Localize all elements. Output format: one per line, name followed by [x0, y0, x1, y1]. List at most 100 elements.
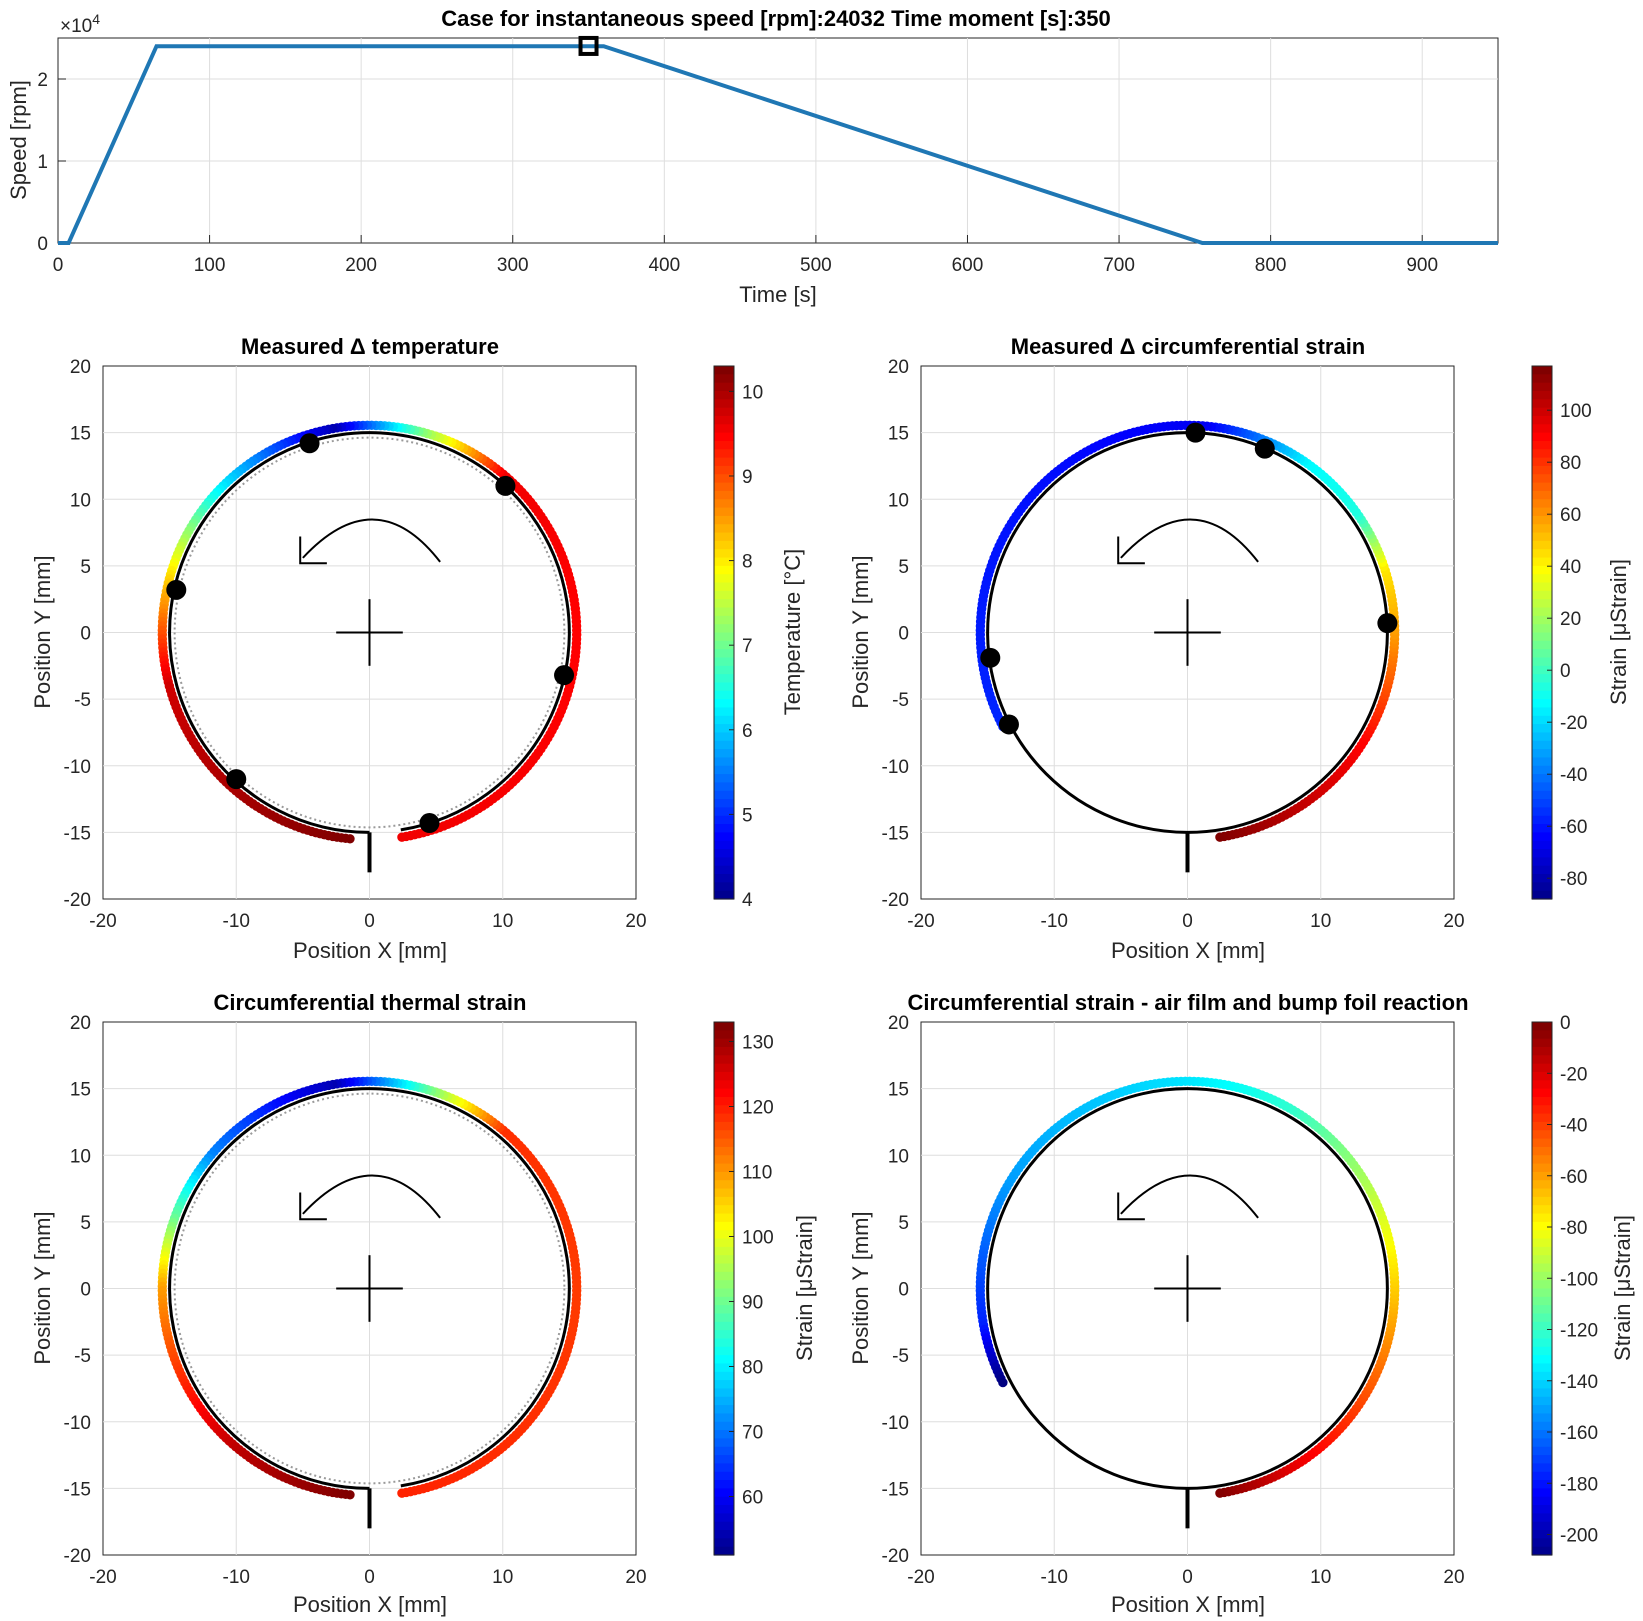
measured-strain-axis-ticks: -20 -10 0 10 20 20 15 10 5 0 -5 -10 -15 -20 [882, 357, 1465, 932]
thermal-strain-colorbar-segment [714, 1205, 734, 1215]
airfilm-strain-colorbar-segment [1532, 1271, 1552, 1281]
thermal-strain-inner-ring [173, 1092, 566, 1485]
measured-strain-colorbar-segment [1532, 432, 1552, 442]
temperature-data-point [345, 834, 355, 844]
thermal-strain-x-axis-label: Position X [mm] [293, 1592, 447, 1617]
thermal-strain-x-tick-label: 0 [364, 1567, 375, 1588]
airfilm-strain-colorbar-tick-label: 0 [1560, 1013, 1571, 1034]
temperature-colorbar-tick-label: 5 [742, 805, 753, 826]
speed-x-tick-label: 400 [648, 255, 680, 276]
thermal-strain-colorbar-segment [714, 1196, 734, 1206]
airfilm-strain-colorbar-segment [1532, 1138, 1552, 1148]
temperature-axis-ticks: -20 -10 0 10 20 20 15 10 5 0 -5 -10 -15 -20 [64, 357, 647, 932]
speed-chart-title: Case for instantaneous speed [rpm]:24032… [441, 6, 1111, 31]
thermal-strain-panel: Circumferential thermal strain -20 -10 0 10… [30, 990, 817, 1617]
measured-strain-colorbar-segment [1532, 790, 1552, 800]
thermal-strain-colorbar-segment [714, 1463, 734, 1473]
thermal-strain-colorbar-segment [714, 1146, 734, 1156]
airfilm-strain-colorbar-segment [1532, 1121, 1552, 1131]
airfilm-strain-colorbar-segment [1532, 1530, 1552, 1539]
airfilm-strain-colorbar-segment [1532, 1171, 1552, 1181]
measured-strain-colorbar-segment [1532, 815, 1552, 825]
measured-strain-colorbar-tick-label: -60 [1560, 817, 1587, 838]
temperature-colorbar-segment [714, 665, 734, 675]
temperature-colorbar-segment [714, 815, 734, 825]
measured-strain-colorbar-segment [1532, 565, 1552, 575]
temperature-colorbar-segment [714, 765, 734, 775]
thermal-strain-colorbar-segment [714, 1338, 734, 1348]
thermal-strain-colorbar-tick-label: 130 [742, 1033, 774, 1054]
temperature-colorbar-segment [714, 657, 734, 667]
temperature-colorbar-segment [714, 549, 734, 559]
temperature-colorbar-segment [714, 565, 734, 575]
speed-y-exponent-power: 4 [92, 11, 100, 27]
airfilm-strain-colorbar-segment [1532, 1321, 1552, 1331]
temperature-colorbar: 10 9 8 7 6 5 4 [713, 365, 763, 911]
temperature-bearing-outline [168, 431, 571, 873]
measured-strain-colorbar-segment [1532, 707, 1552, 717]
airfilm-strain-colorbar-segment [1532, 1105, 1552, 1115]
thermal-strain-colorbar-segment [714, 1421, 734, 1431]
airfilm-strain-y-tick-label: -10 [882, 1413, 909, 1434]
measured-strain-colorbar-segment [1532, 774, 1552, 784]
temperature-colorbar-frame [713, 365, 735, 900]
airfilm-strain-colorbar-segment [1532, 1205, 1552, 1215]
measured-strain-colorbar-segment [1532, 532, 1552, 542]
measured-strain-x-tick-label: 20 [1443, 911, 1464, 932]
measured-strain-sensor-point [980, 647, 1001, 668]
airfilm-strain-colorbar-segment [1532, 1180, 1552, 1190]
thermal-strain-rotation-arrow-arc [302, 1174, 441, 1219]
measured-strain-sensor-point [998, 714, 1019, 735]
measured-strain-colorbar-segment [1532, 690, 1552, 700]
temperature-x-tick-label: 0 [364, 911, 375, 932]
temperature-rotation-arrow-arc [302, 518, 441, 563]
measured-strain-colorbar-segment [1532, 665, 1552, 675]
thermal-strain-y-tick-label: -5 [74, 1346, 91, 1367]
measured-strain-colorbar-segment [1532, 874, 1552, 883]
measured-strain-colorbar-segment [1532, 474, 1552, 484]
thermal-strain-colorbar-tick-label: 80 [742, 1358, 763, 1379]
measured-strain-colorbar-segment [1532, 624, 1552, 634]
measured-strain-colorbar-segment [1532, 849, 1552, 858]
measured-strain-colorbar-segment [1532, 540, 1552, 550]
measured-strain-colorbar-tick-label: -20 [1560, 713, 1587, 734]
thermal-strain-colorbar-segment [714, 1271, 734, 1281]
temperature-colorbar-segment [714, 532, 734, 542]
measured-strain-x-tick-label: 0 [1182, 911, 1193, 932]
airfilm-strain-colorbar-segment [1532, 1288, 1552, 1298]
measured-strain-colorbar: 100 80 60 40 20 0 -20 -40 -60 -80 [1531, 365, 1592, 900]
measured-strain-colorbar-segment [1532, 374, 1552, 384]
airfilm-strain-colorbar-segment [1532, 1338, 1552, 1348]
temperature-colorbar-segment [714, 557, 734, 567]
temperature-colorbar-segment [714, 640, 734, 650]
airfilm-strain-colorbar-segment [1532, 1363, 1552, 1373]
speed-x-axis-label: Time [s] [739, 282, 816, 307]
thermal-strain-colorbar-segment [714, 1155, 734, 1165]
temperature-sensor-point [495, 475, 516, 496]
measured-strain-y-tick-label: -15 [882, 823, 909, 844]
temperature-colorbar-segment [714, 732, 734, 742]
airfilm-strain-colorbar-segment [1532, 1038, 1552, 1048]
temperature-colorbar-segment [714, 399, 734, 409]
thermal-strain-colorbar-segment [714, 1396, 734, 1406]
measured-strain-y-tick-label: 20 [888, 357, 909, 378]
airfilm-strain-colorbar-tick-label: -20 [1560, 1064, 1587, 1085]
temperature-colorbar-segment [714, 474, 734, 484]
thermal-strain-colorbar-segment [714, 1413, 734, 1423]
measured-strain-colorbar-segment [1532, 440, 1552, 450]
temperature-colorbar-segment [714, 590, 734, 600]
measured-strain-colorbar-tick-label: 80 [1560, 453, 1581, 474]
thermal-strain-axis-ticks: -20 -10 0 10 20 20 15 10 5 0 -5 -10 -15 -20 [64, 1013, 647, 1588]
thermal-strain-colorbar-segment [714, 1530, 734, 1539]
measured-strain-colorbar-tick-label: 20 [1560, 609, 1581, 630]
temperature-colorbar-segment [714, 382, 734, 392]
thermal-strain-colorbar-segment [714, 1063, 734, 1073]
speed-x-tick-label: 600 [952, 255, 984, 276]
airfilm-strain-colorbar-segment [1532, 1022, 1552, 1031]
airfilm-strain-colorbar-tick-label: -160 [1560, 1423, 1598, 1444]
measured-strain-colorbar-segment [1532, 724, 1552, 734]
thermal-strain-colorbar-segment [714, 1096, 734, 1106]
thermal-strain-colorbar-segment [714, 1221, 734, 1231]
airfilm-strain-colorbar-segment [1532, 1546, 1552, 1556]
airfilm-strain-x-tick-label: 20 [1443, 1567, 1464, 1588]
